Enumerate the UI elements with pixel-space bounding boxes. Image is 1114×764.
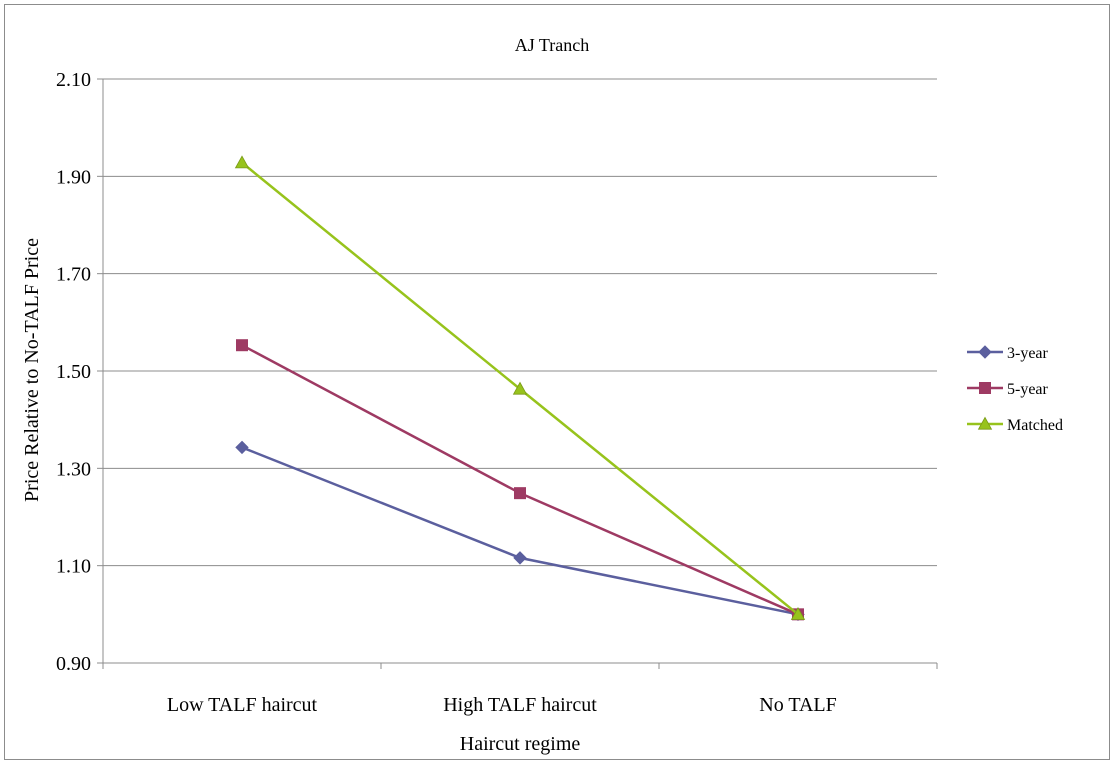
y-axis-label: Price Relative to No-TALF Price [21,238,43,502]
y-tick-label: 1.10 [56,556,91,578]
legend-label: 5-year [1007,381,1049,398]
data-point [790,607,806,620]
x-tick-labels: Low TALF haircut High TALF haircut No TALF [167,694,837,716]
legend-marker [978,345,992,359]
chart-title: AJ Tranch [515,35,590,55]
series-matched [234,155,806,620]
legend-label: 3-year [1007,345,1049,362]
data-point [512,381,528,395]
series-line [241,446,799,616]
data-point [514,487,526,500]
x-tick-label: No TALF [759,694,836,716]
y-tick-label: 1.50 [56,361,91,383]
y-tick-label: 2.10 [56,69,91,91]
legend-item: 3-year [967,345,1049,362]
y-tick-label: 1.70 [56,264,91,286]
y-tick-labels: 0.90 1.10 1.30 1.50 1.70 1.90 2.10 [56,69,91,675]
gridlines [103,78,937,567]
legend-label: Matched [1007,417,1063,434]
y-tick-label: 0.90 [56,653,91,675]
x-axis-label: Haircut regime [460,733,581,755]
data-point [234,155,250,169]
data-point [513,551,527,565]
legend-item: Matched [967,416,1063,434]
y-tick-label: 1.30 [56,458,91,480]
axes [97,78,938,669]
x-tick-label: High TALF haircut [443,694,597,716]
data-point [235,440,249,455]
y-tick-label: 1.90 [56,166,91,188]
data-point [236,339,248,352]
chart-frame [4,4,1110,760]
x-tick-label: Low TALF haircut [167,694,318,716]
legend-item: 5-year [967,381,1049,398]
legend-marker [979,382,991,394]
legend: 3-year 5-year Matched [967,345,1063,434]
legend-marker [977,416,993,430]
series-lines [234,155,806,622]
